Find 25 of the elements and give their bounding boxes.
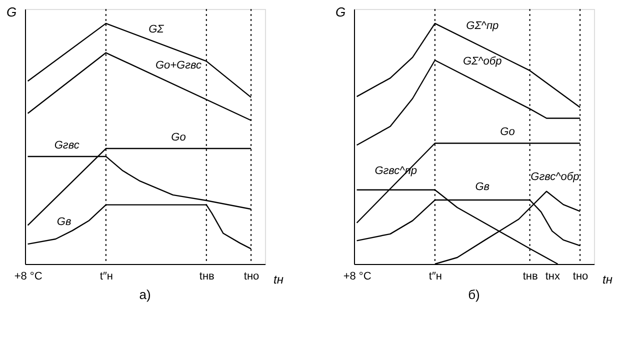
annotation: Gв: [475, 181, 490, 194]
annotation: Gгвс: [54, 139, 80, 152]
x-tick-label: tнв: [199, 270, 215, 282]
x-tick-label: tно: [572, 270, 588, 282]
annotation: GΣ: [148, 23, 164, 36]
x-axis-title: tн: [602, 272, 613, 286]
x-tick-label: tнх: [545, 270, 560, 282]
annotation: GΣ^пр: [466, 20, 499, 32]
annotation: Gо+Gгвс: [155, 60, 202, 72]
y-axis-title: G: [335, 4, 346, 20]
x-tick-label: t″н: [100, 270, 113, 282]
annotation: Gв: [56, 216, 72, 228]
x-tick-label: tно: [244, 270, 260, 282]
annotation: GΣ^обр: [462, 56, 502, 68]
annotation: Gо: [500, 126, 515, 138]
annotation: Gо: [171, 132, 186, 144]
annotation: Gгвс^обр: [530, 170, 580, 183]
x-axis-title: tн: [274, 272, 284, 286]
x-tick-label: +8 °C: [343, 270, 372, 282]
text: а): [139, 287, 151, 302]
text: б): [468, 287, 480, 302]
x-tick-label: tнв: [522, 270, 538, 282]
y-axis-title: G: [6, 4, 17, 20]
x-tick-label: t″н: [428, 270, 442, 282]
x-tick-label: +8 °C: [14, 270, 42, 282]
